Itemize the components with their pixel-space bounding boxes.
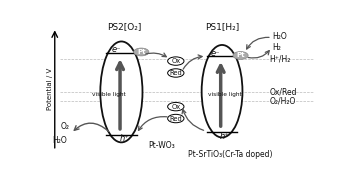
Ellipse shape (100, 41, 143, 142)
Text: O₂/H₂O: O₂/H₂O (270, 96, 296, 106)
Text: H₂O: H₂O (52, 136, 67, 145)
Text: visible light: visible light (92, 92, 126, 96)
Text: Pt-WO₃: Pt-WO₃ (148, 141, 176, 150)
Text: Ox: Ox (171, 58, 180, 64)
Text: PS2[O₂]: PS2[O₂] (107, 22, 141, 31)
Circle shape (168, 114, 184, 123)
Text: h⁺: h⁺ (220, 132, 230, 141)
Text: Potential / V: Potential / V (47, 68, 53, 110)
Text: H⁺/H₂: H⁺/H₂ (270, 54, 291, 64)
Text: PS1[H₂]: PS1[H₂] (205, 22, 239, 31)
Text: Pt-SrTiO₃(Cr-Ta doped): Pt-SrTiO₃(Cr-Ta doped) (188, 150, 272, 159)
Circle shape (233, 52, 248, 59)
Text: H₂O: H₂O (272, 32, 287, 41)
Text: e⁻: e⁻ (211, 49, 220, 58)
Text: O₂: O₂ (61, 122, 70, 131)
Circle shape (168, 57, 184, 65)
Text: visible light: visible light (208, 92, 241, 96)
Text: Red: Red (170, 70, 182, 76)
Circle shape (168, 102, 184, 111)
Text: Pt: Pt (236, 52, 245, 58)
Text: Ox/Red: Ox/Red (270, 87, 297, 96)
Text: H₂: H₂ (272, 43, 281, 52)
Circle shape (168, 69, 184, 77)
Text: Pt: Pt (137, 49, 146, 55)
Text: Ox: Ox (171, 104, 180, 110)
Circle shape (134, 48, 149, 56)
Text: h⁺: h⁺ (119, 134, 129, 143)
Text: e⁻: e⁻ (111, 45, 121, 54)
Ellipse shape (202, 45, 243, 137)
Text: Red: Red (170, 116, 182, 122)
